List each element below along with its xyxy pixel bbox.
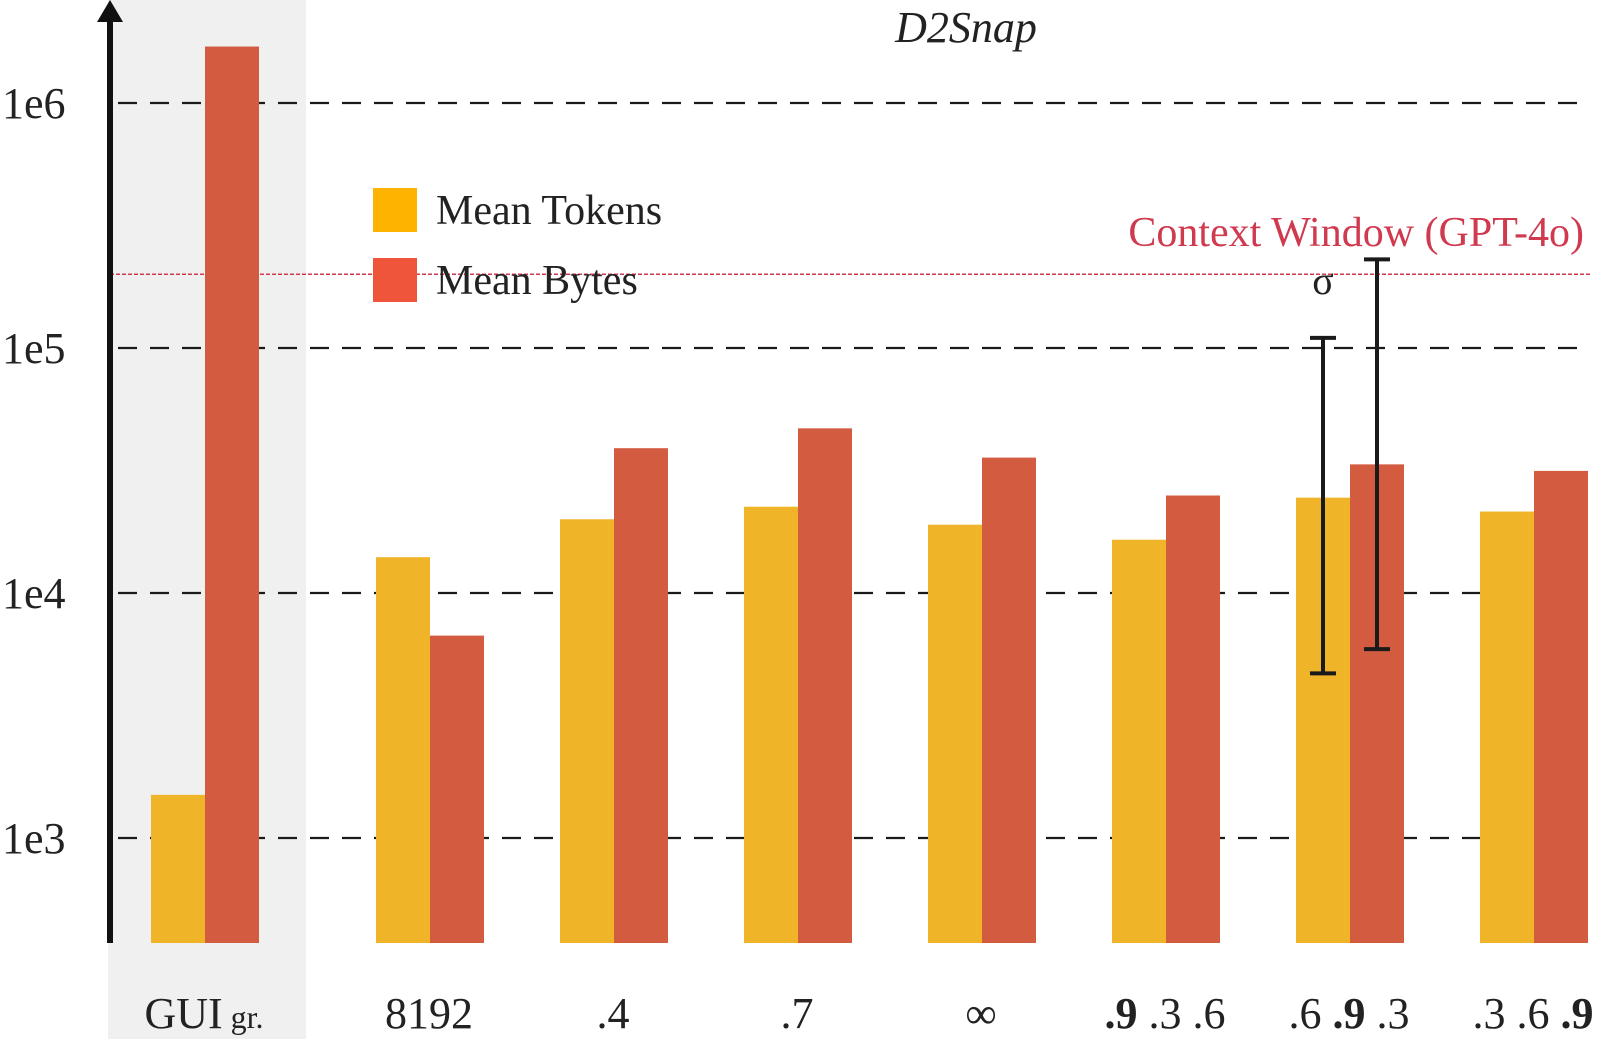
error-bars <box>1310 257 1390 676</box>
y-tick-label: 1e3 <box>2 814 66 863</box>
y-tick-label: 1e5 <box>2 324 66 373</box>
x-tick-label: GUI gr. <box>144 989 263 1038</box>
x-tick-part: .3 .6 <box>1138 989 1226 1038</box>
bar-bytes-2 <box>614 448 668 943</box>
error-bar-1 <box>1364 257 1390 652</box>
x-tick-part: .3 .6 <box>1473 989 1561 1038</box>
y-axis-arrow-icon <box>97 0 123 22</box>
x-tick-label: 8192 <box>385 989 473 1038</box>
x-tick-part: .6 <box>1289 989 1333 1038</box>
context-window-label: Context Window (GPT-4o) <box>1128 210 1584 256</box>
x-tick-label: .3 .6 .9 <box>1473 989 1594 1038</box>
x-tick-label: .4 <box>597 989 630 1038</box>
x-tick-label: ∞ <box>965 989 996 1038</box>
x-tick-part: .9 <box>1333 989 1366 1038</box>
bar-tokens-3 <box>744 506 798 943</box>
y-tick-label: 1e6 <box>2 79 66 128</box>
legend-swatch-1 <box>373 258 417 302</box>
bar-bytes-0 <box>205 46 259 943</box>
y-axis <box>97 0 123 943</box>
x-tick-part: .3 <box>1366 989 1410 1038</box>
sigma-label: σ <box>1312 258 1334 303</box>
bars <box>151 46 1588 943</box>
bar-tokens-1 <box>376 557 430 943</box>
bar-tokens-5 <box>1112 539 1166 943</box>
x-tick-part: 8192 <box>385 989 473 1038</box>
y-tick-label: 1e4 <box>2 569 66 618</box>
bar-bytes-7 <box>1534 470 1588 943</box>
x-tick-part: .4 <box>597 989 630 1038</box>
x-tick-part: .9 <box>1105 989 1138 1038</box>
legend-swatch-0 <box>373 188 417 232</box>
bar-tokens-4 <box>928 524 982 943</box>
error-bar-0 <box>1310 335 1336 676</box>
x-tick-part: ∞ <box>965 989 996 1038</box>
legend-label-0: Mean Tokens <box>436 188 662 234</box>
labels: D2Snap 1e3 1e4 1e5 1e6 Context Window (GPT-4… <box>2 3 1594 1038</box>
bar-bytes-3 <box>798 428 852 943</box>
x-tick-label: .7 <box>781 989 814 1038</box>
legend: Mean Tokens Mean Bytes <box>373 188 662 304</box>
x-tick-part: GUI <box>144 989 222 1038</box>
legend-label-1: Mean Bytes <box>436 258 638 304</box>
x-tick-part: .9 <box>1561 989 1594 1038</box>
bar-tokens-7 <box>1480 511 1534 943</box>
bar-bytes-1 <box>430 635 484 943</box>
x-tick-label: .6 .9 .3 <box>1289 989 1410 1038</box>
bar-bytes-5 <box>1166 495 1220 943</box>
x-tick-part: .7 <box>781 989 814 1038</box>
chart-title: D2Snap <box>894 3 1037 52</box>
bar-bytes-4 <box>982 457 1036 943</box>
bar-tokens-2 <box>560 519 614 943</box>
bar-tokens-0 <box>151 794 205 943</box>
x-tick-label: .9 .3 .6 <box>1105 989 1226 1038</box>
x-tick-part: gr. <box>223 999 264 1035</box>
